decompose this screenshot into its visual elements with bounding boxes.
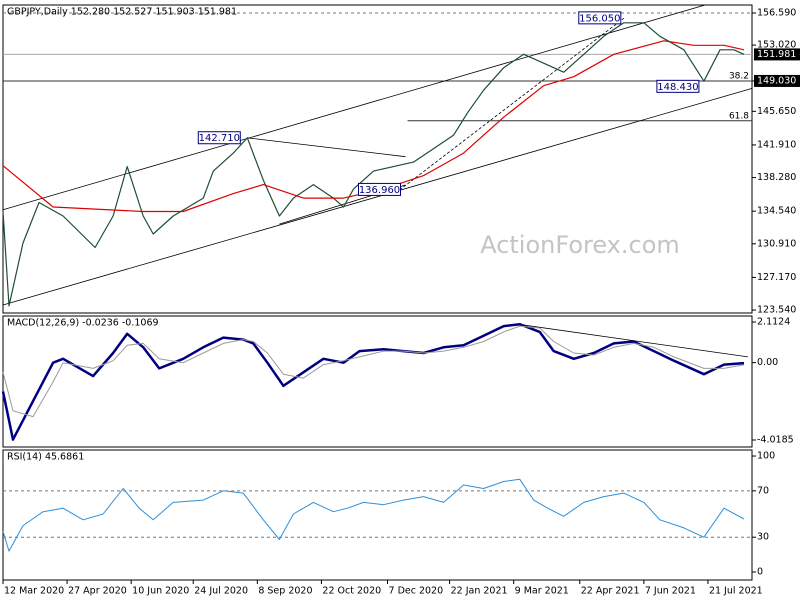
y-tick-label: -4.0185 <box>757 435 794 446</box>
panel-frame <box>2 315 753 448</box>
y-tick-label: 0 <box>757 566 763 577</box>
x-tick-label: 22 Oct 2020 <box>322 586 381 597</box>
y-tick-label: 153.020 <box>757 40 796 51</box>
x-tick-label: 24 Jul 2020 <box>194 586 248 597</box>
x-tick-label: 10 Jun 2020 <box>132 586 189 597</box>
y-tick-label: 141.910 <box>757 139 796 150</box>
annotation-label: 148.430 <box>657 82 698 93</box>
trend-line <box>2 4 707 211</box>
trend-line <box>399 17 625 191</box>
y-tick-label: 123.540 <box>757 305 796 316</box>
x-tick-label: 7 Dec 2020 <box>389 586 444 597</box>
y-tick-label: 127.170 <box>757 272 796 283</box>
y-tick-label: 134.540 <box>757 206 796 217</box>
y-tick-label: 70 <box>757 485 769 496</box>
annotation-box <box>358 182 402 196</box>
annotation-label: 142.710 <box>199 133 240 144</box>
y-tick-label: 130.910 <box>757 238 796 249</box>
y-tick-label: 149.030 <box>757 75 796 86</box>
series-line <box>2 22 745 307</box>
last-price-box <box>754 48 800 61</box>
y-tick-label: 156.590 <box>757 7 796 18</box>
annotation-label: 136.960 <box>359 185 400 196</box>
x-tick-label: 8 Sep 2020 <box>258 586 312 597</box>
fib-label: 61.8 <box>729 111 749 121</box>
annotation-label: 156.050 <box>579 13 620 24</box>
x-tick-label: 12 Mar 2020 <box>4 586 64 597</box>
trend-line <box>247 137 406 158</box>
fib-label: 38.2 <box>729 71 749 81</box>
annotation-box <box>197 131 241 145</box>
series-line <box>2 40 745 213</box>
x-tick-label: 9 Mar 2021 <box>515 586 569 597</box>
x-tick-label: 21 Jul 2021 <box>709 586 763 597</box>
y-tick-label: 0.00 <box>757 357 778 368</box>
trend-line <box>2 88 753 306</box>
y-tick-label: 100 <box>757 451 775 462</box>
panel-frame <box>2 449 753 581</box>
x-tick-label: 22 Jan 2021 <box>451 586 508 597</box>
series-line <box>2 478 745 552</box>
annotation-box <box>656 79 700 93</box>
x-tick-label: 22 Apr 2021 <box>581 586 640 597</box>
y-tick-label: 145.650 <box>757 106 796 117</box>
annotation-box <box>578 11 622 25</box>
panel-title: RSI(14) 45.6861 <box>7 452 84 463</box>
y-tick-label: 2.1124 <box>757 316 790 327</box>
panel-title: MACD(12,26,9) -0.0236 -0.1069 <box>7 318 159 329</box>
x-tick-label: 27 Apr 2020 <box>68 586 127 597</box>
y-tick-label: 30 <box>757 532 769 543</box>
tick-box <box>754 74 800 87</box>
panel-title: GBPJPY,Daily 152.280 152.527 151.903 151… <box>7 7 237 18</box>
series-line <box>2 325 745 418</box>
series-line <box>1 322 745 441</box>
watermark: ActionForex.com <box>480 231 680 259</box>
panel-frame <box>2 4 753 314</box>
last-price-label: 151.981 <box>757 49 796 60</box>
x-tick-label: 7 Jun 2021 <box>645 586 696 597</box>
y-tick-label: 138.280 <box>757 172 796 183</box>
